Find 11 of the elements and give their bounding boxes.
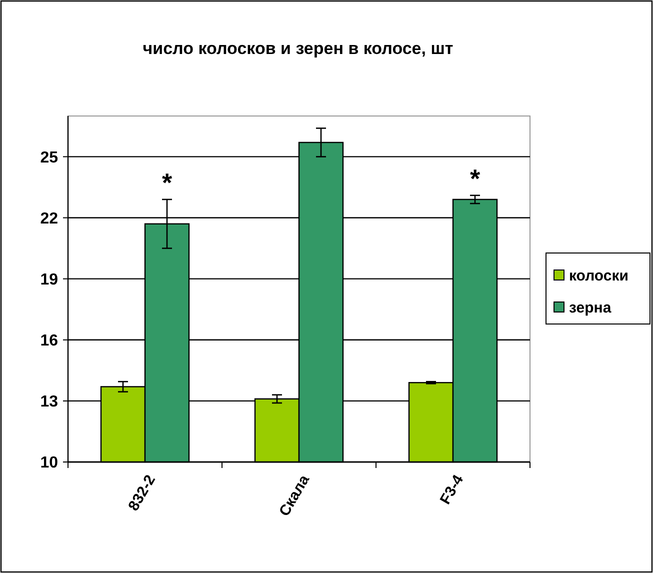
- annotation: *: [470, 163, 481, 194]
- y-tick-label: 10: [40, 454, 58, 472]
- chart-title: число колосков и зерен в колосе, шт: [142, 39, 454, 58]
- y-tick-label: 22: [40, 210, 58, 228]
- legend-label: зерна: [569, 299, 612, 316]
- y-tick-label: 13: [40, 394, 58, 411]
- y-tick-label: 25: [40, 149, 58, 166]
- y-tick-label: 19: [40, 271, 58, 288]
- legend-label: колоски: [569, 267, 628, 284]
- y-tick-label: 16: [40, 332, 58, 350]
- annotation: *: [162, 167, 173, 198]
